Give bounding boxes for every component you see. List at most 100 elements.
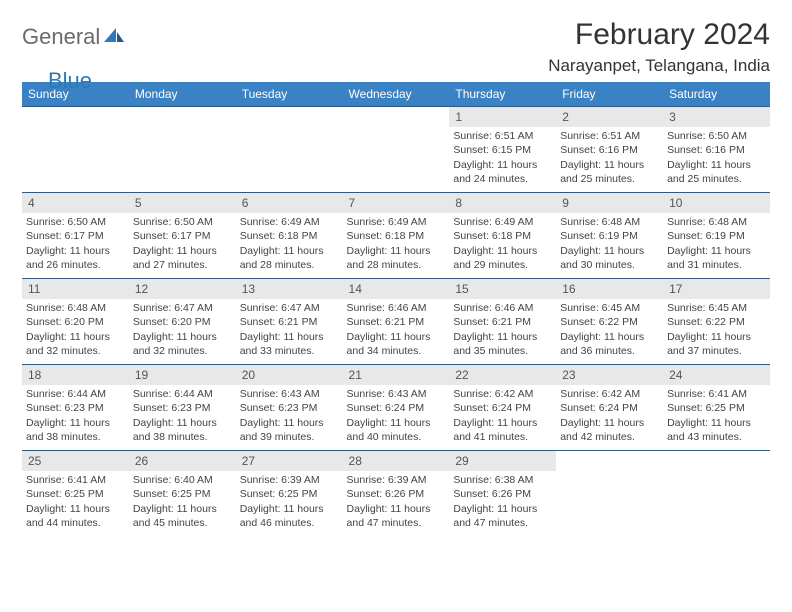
title-block: February 2024 Narayanpet, Telangana, Ind… xyxy=(548,18,770,76)
day-details: Sunrise: 6:45 AMSunset: 6:22 PMDaylight:… xyxy=(663,299,770,362)
calendar-cell: 1Sunrise: 6:51 AMSunset: 6:15 PMDaylight… xyxy=(449,107,556,193)
day-number: 2 xyxy=(556,107,663,127)
day-details: Sunrise: 6:50 AMSunset: 6:17 PMDaylight:… xyxy=(129,213,236,276)
day-details: Sunrise: 6:44 AMSunset: 6:23 PMDaylight:… xyxy=(129,385,236,448)
day-number: 23 xyxy=(556,365,663,385)
brand-part1: General xyxy=(22,24,100,50)
calendar-cell xyxy=(663,451,770,537)
day-number: 1 xyxy=(449,107,556,127)
calendar-cell: 24Sunrise: 6:41 AMSunset: 6:25 PMDayligh… xyxy=(663,365,770,451)
day-number: 9 xyxy=(556,193,663,213)
day-details: Sunrise: 6:42 AMSunset: 6:24 PMDaylight:… xyxy=(556,385,663,448)
day-number: 5 xyxy=(129,193,236,213)
calendar-row: 11Sunrise: 6:48 AMSunset: 6:20 PMDayligh… xyxy=(22,279,770,365)
calendar-cell: 9Sunrise: 6:48 AMSunset: 6:19 PMDaylight… xyxy=(556,193,663,279)
calendar-cell: 28Sunrise: 6:39 AMSunset: 6:26 PMDayligh… xyxy=(343,451,450,537)
day-details: Sunrise: 6:48 AMSunset: 6:20 PMDaylight:… xyxy=(22,299,129,362)
day-number: 14 xyxy=(343,279,450,299)
calendar-cell: 25Sunrise: 6:41 AMSunset: 6:25 PMDayligh… xyxy=(22,451,129,537)
calendar-cell: 2Sunrise: 6:51 AMSunset: 6:16 PMDaylight… xyxy=(556,107,663,193)
day-number: 12 xyxy=(129,279,236,299)
calendar-cell: 7Sunrise: 6:49 AMSunset: 6:18 PMDaylight… xyxy=(343,193,450,279)
header: General February 2024 Narayanpet, Telang… xyxy=(22,18,770,76)
weekday-friday: Friday xyxy=(556,82,663,107)
day-number: 3 xyxy=(663,107,770,127)
weekday-tuesday: Tuesday xyxy=(236,82,343,107)
sail-icon xyxy=(104,26,124,49)
calendar-row: 4Sunrise: 6:50 AMSunset: 6:17 PMDaylight… xyxy=(22,193,770,279)
day-details: Sunrise: 6:49 AMSunset: 6:18 PMDaylight:… xyxy=(236,213,343,276)
calendar-cell xyxy=(129,107,236,193)
day-details: Sunrise: 6:44 AMSunset: 6:23 PMDaylight:… xyxy=(22,385,129,448)
page-title: February 2024 xyxy=(548,18,770,52)
day-details: Sunrise: 6:47 AMSunset: 6:20 PMDaylight:… xyxy=(129,299,236,362)
day-details: Sunrise: 6:39 AMSunset: 6:26 PMDaylight:… xyxy=(343,471,450,534)
day-number: 16 xyxy=(556,279,663,299)
day-details: Sunrise: 6:47 AMSunset: 6:21 PMDaylight:… xyxy=(236,299,343,362)
calendar-row: 18Sunrise: 6:44 AMSunset: 6:23 PMDayligh… xyxy=(22,365,770,451)
calendar-cell: 15Sunrise: 6:46 AMSunset: 6:21 PMDayligh… xyxy=(449,279,556,365)
calendar-body: 1Sunrise: 6:51 AMSunset: 6:15 PMDaylight… xyxy=(22,107,770,537)
calendar-cell xyxy=(236,107,343,193)
day-number: 8 xyxy=(449,193,556,213)
calendar-cell: 19Sunrise: 6:44 AMSunset: 6:23 PMDayligh… xyxy=(129,365,236,451)
calendar-row: 25Sunrise: 6:41 AMSunset: 6:25 PMDayligh… xyxy=(22,451,770,537)
day-number: 6 xyxy=(236,193,343,213)
day-details: Sunrise: 6:43 AMSunset: 6:23 PMDaylight:… xyxy=(236,385,343,448)
day-details: Sunrise: 6:42 AMSunset: 6:24 PMDaylight:… xyxy=(449,385,556,448)
weekday-thursday: Thursday xyxy=(449,82,556,107)
calendar-cell: 13Sunrise: 6:47 AMSunset: 6:21 PMDayligh… xyxy=(236,279,343,365)
weekday-wednesday: Wednesday xyxy=(343,82,450,107)
day-number: 11 xyxy=(22,279,129,299)
day-details: Sunrise: 6:39 AMSunset: 6:25 PMDaylight:… xyxy=(236,471,343,534)
day-number: 26 xyxy=(129,451,236,471)
day-details: Sunrise: 6:51 AMSunset: 6:15 PMDaylight:… xyxy=(449,127,556,190)
brand-logo: General xyxy=(22,18,128,50)
day-number: 19 xyxy=(129,365,236,385)
location-text: Narayanpet, Telangana, India xyxy=(548,56,770,76)
day-details: Sunrise: 6:43 AMSunset: 6:24 PMDaylight:… xyxy=(343,385,450,448)
day-details: Sunrise: 6:50 AMSunset: 6:17 PMDaylight:… xyxy=(22,213,129,276)
day-details: Sunrise: 6:48 AMSunset: 6:19 PMDaylight:… xyxy=(663,213,770,276)
day-details: Sunrise: 6:51 AMSunset: 6:16 PMDaylight:… xyxy=(556,127,663,190)
day-number: 25 xyxy=(22,451,129,471)
day-number: 4 xyxy=(22,193,129,213)
calendar-cell: 4Sunrise: 6:50 AMSunset: 6:17 PMDaylight… xyxy=(22,193,129,279)
day-details: Sunrise: 6:48 AMSunset: 6:19 PMDaylight:… xyxy=(556,213,663,276)
weekday-header-row: SundayMondayTuesdayWednesdayThursdayFrid… xyxy=(22,82,770,107)
calendar-cell: 12Sunrise: 6:47 AMSunset: 6:20 PMDayligh… xyxy=(129,279,236,365)
calendar-cell: 26Sunrise: 6:40 AMSunset: 6:25 PMDayligh… xyxy=(129,451,236,537)
day-number: 17 xyxy=(663,279,770,299)
calendar-table: SundayMondayTuesdayWednesdayThursdayFrid… xyxy=(22,82,770,537)
day-number: 29 xyxy=(449,451,556,471)
calendar-cell xyxy=(556,451,663,537)
day-number: 10 xyxy=(663,193,770,213)
calendar-cell: 29Sunrise: 6:38 AMSunset: 6:26 PMDayligh… xyxy=(449,451,556,537)
day-details: Sunrise: 6:45 AMSunset: 6:22 PMDaylight:… xyxy=(556,299,663,362)
day-number: 20 xyxy=(236,365,343,385)
day-number: 27 xyxy=(236,451,343,471)
day-details: Sunrise: 6:41 AMSunset: 6:25 PMDaylight:… xyxy=(22,471,129,534)
day-number: 22 xyxy=(449,365,556,385)
calendar-cell: 11Sunrise: 6:48 AMSunset: 6:20 PMDayligh… xyxy=(22,279,129,365)
calendar-cell: 20Sunrise: 6:43 AMSunset: 6:23 PMDayligh… xyxy=(236,365,343,451)
day-details: Sunrise: 6:50 AMSunset: 6:16 PMDaylight:… xyxy=(663,127,770,190)
day-number: 15 xyxy=(449,279,556,299)
calendar-cell: 21Sunrise: 6:43 AMSunset: 6:24 PMDayligh… xyxy=(343,365,450,451)
calendar-cell: 17Sunrise: 6:45 AMSunset: 6:22 PMDayligh… xyxy=(663,279,770,365)
day-number: 13 xyxy=(236,279,343,299)
calendar-cell: 22Sunrise: 6:42 AMSunset: 6:24 PMDayligh… xyxy=(449,365,556,451)
day-details: Sunrise: 6:49 AMSunset: 6:18 PMDaylight:… xyxy=(343,213,450,276)
brand-part2: Blue xyxy=(48,68,92,94)
day-details: Sunrise: 6:46 AMSunset: 6:21 PMDaylight:… xyxy=(449,299,556,362)
day-details: Sunrise: 6:41 AMSunset: 6:25 PMDaylight:… xyxy=(663,385,770,448)
calendar-cell: 27Sunrise: 6:39 AMSunset: 6:25 PMDayligh… xyxy=(236,451,343,537)
calendar-cell: 6Sunrise: 6:49 AMSunset: 6:18 PMDaylight… xyxy=(236,193,343,279)
calendar-cell: 14Sunrise: 6:46 AMSunset: 6:21 PMDayligh… xyxy=(343,279,450,365)
day-number: 18 xyxy=(22,365,129,385)
calendar-row: 1Sunrise: 6:51 AMSunset: 6:15 PMDaylight… xyxy=(22,107,770,193)
calendar-cell: 16Sunrise: 6:45 AMSunset: 6:22 PMDayligh… xyxy=(556,279,663,365)
day-number: 28 xyxy=(343,451,450,471)
weekday-saturday: Saturday xyxy=(663,82,770,107)
day-number: 7 xyxy=(343,193,450,213)
